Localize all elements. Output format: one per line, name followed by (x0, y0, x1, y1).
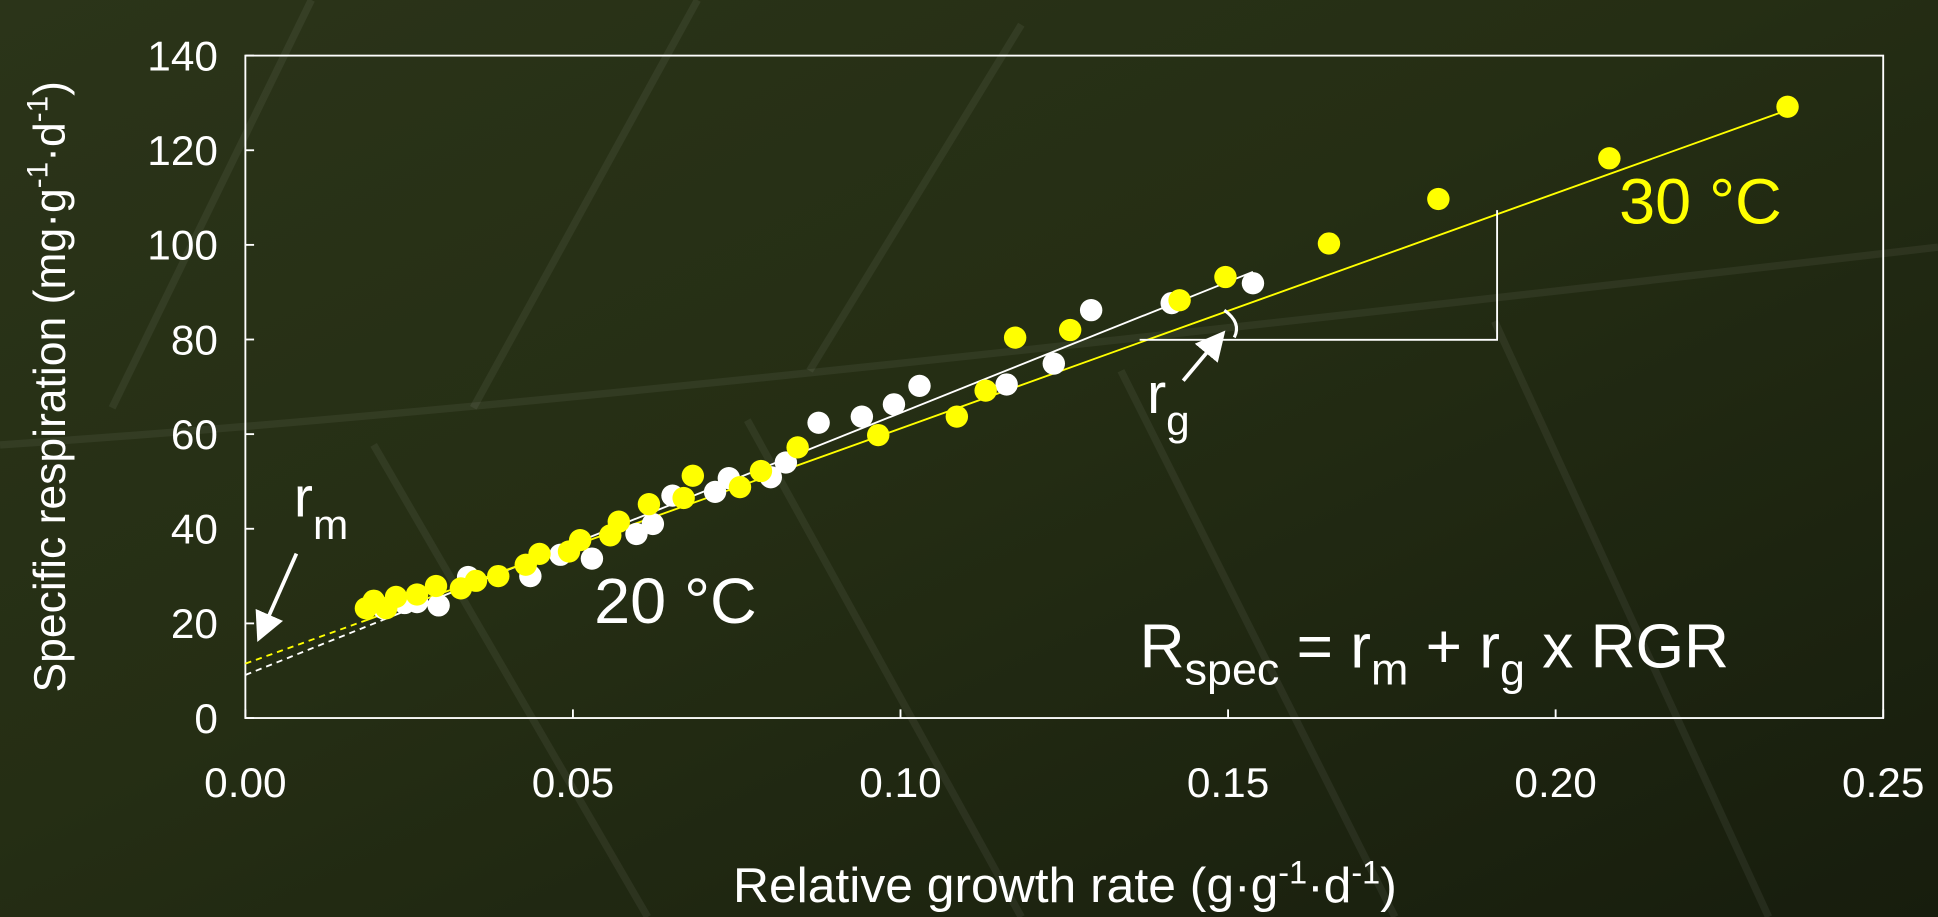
data-point (883, 393, 905, 415)
data-point (375, 597, 397, 619)
data-point (1427, 188, 1449, 210)
data-point (1242, 272, 1264, 294)
eq-part: + r (1408, 613, 1500, 682)
eq-sub: g (1500, 646, 1525, 695)
label-part: Relative growth rate (g·g (733, 857, 1278, 913)
data-point (682, 465, 704, 487)
data-point (995, 373, 1017, 395)
data-point (515, 554, 537, 576)
page: 0 20 40 60 80 100 120 140 0.00 0.05 0.10 0.15 0.20 0.… (0, 0, 1938, 917)
data-point (908, 375, 930, 397)
data-point (406, 583, 428, 605)
y-tick-label: 80 (171, 316, 218, 363)
data-point (1168, 289, 1190, 311)
data-point (450, 577, 472, 599)
eq-sub: m (1371, 646, 1408, 695)
eq-part: = r (1279, 613, 1371, 682)
label-part: r (1147, 362, 1166, 426)
data-point (786, 436, 808, 458)
label-sup: -1 (1278, 855, 1307, 891)
data-point (1059, 319, 1081, 341)
data-point (807, 412, 829, 434)
data-point (599, 524, 621, 546)
label-sup: -1 (21, 96, 54, 122)
label-part: ) (26, 81, 75, 96)
label-part: Specific respiration (mg·g (26, 188, 75, 692)
label-sup: -1 (21, 162, 54, 188)
background (0, 0, 1938, 917)
y-tick-label: 40 (171, 506, 218, 553)
data-point (1598, 147, 1620, 169)
data-point (750, 460, 772, 482)
data-point (1043, 353, 1065, 375)
eq-part: x RGR (1525, 613, 1729, 682)
data-point (638, 493, 660, 515)
eq-part: R (1140, 613, 1185, 682)
y-tick-label: 20 (171, 600, 218, 647)
series-label-30: 30 °C (1619, 166, 1782, 238)
data-point (704, 481, 726, 503)
data-point (867, 424, 889, 446)
data-point (427, 594, 449, 616)
label-part: ·d (1307, 857, 1351, 913)
chart: 0 20 40 60 80 100 120 140 0.00 0.05 0.10 0.15 0.20 0.… (0, 0, 1938, 917)
data-point (946, 406, 968, 428)
label-part: ) (1380, 857, 1397, 913)
x-tick-label: 0.05 (532, 759, 614, 806)
x-tick-label: 0.20 (1514, 759, 1596, 806)
series-label-20: 20 °C (594, 565, 757, 637)
x-tick-label: 0.00 (204, 759, 286, 806)
label-part: r (294, 466, 313, 530)
data-point (1214, 266, 1236, 288)
data-point (558, 540, 580, 562)
label-sub: m (313, 501, 348, 548)
data-point (672, 487, 694, 509)
data-point (729, 476, 751, 498)
x-tick-label: 0.25 (1842, 759, 1924, 806)
eq-sub: spec (1185, 646, 1280, 695)
data-point (355, 597, 377, 619)
data-point (1318, 232, 1340, 254)
y-tick-label: 0 (194, 695, 218, 742)
data-point (487, 565, 509, 587)
label-sub: g (1166, 397, 1190, 444)
label-sup: -1 (1351, 855, 1380, 891)
y-tick-label: 60 (171, 411, 218, 458)
x-tick-label: 0.15 (1187, 759, 1269, 806)
data-point (1004, 326, 1026, 348)
y-tick-label: 100 (147, 222, 218, 269)
data-point (1080, 299, 1102, 321)
data-point (851, 406, 873, 428)
data-point (1776, 96, 1798, 118)
y-tick-label: 120 (147, 127, 218, 174)
x-tick-label: 0.10 (859, 759, 941, 806)
data-point (974, 379, 996, 401)
label-part: ·d (26, 122, 75, 162)
y-tick-label: 140 (147, 33, 218, 80)
